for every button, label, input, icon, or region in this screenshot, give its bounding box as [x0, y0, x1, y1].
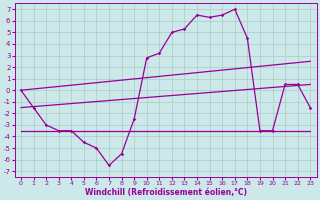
X-axis label: Windchill (Refroidissement éolien,°C): Windchill (Refroidissement éolien,°C): [84, 188, 247, 197]
